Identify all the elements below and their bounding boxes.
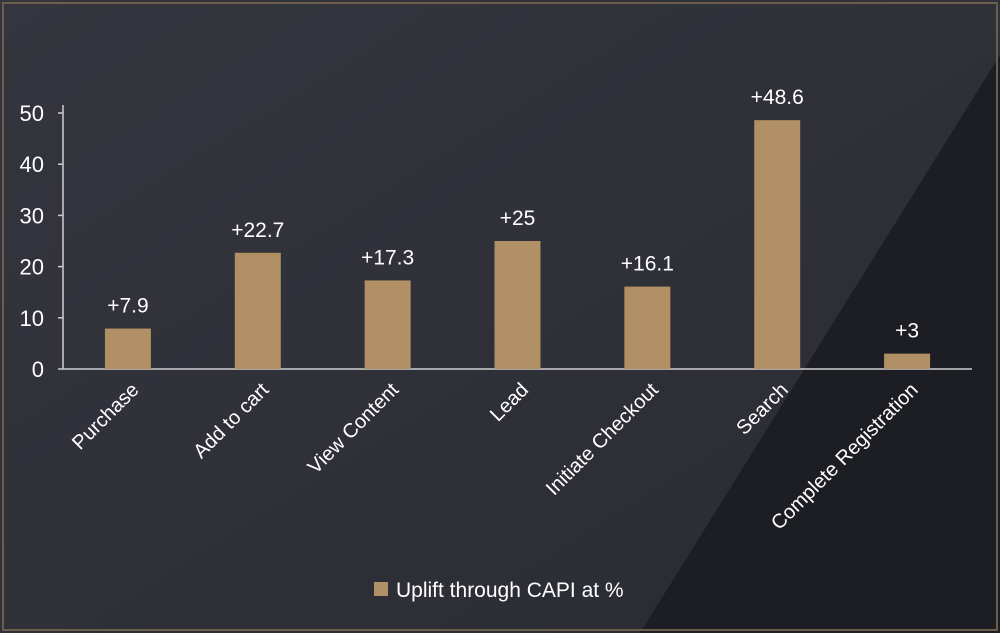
data-label: +17.3 [361,246,414,269]
y-tick-label: 20 [20,255,44,280]
bar-search [754,120,801,369]
legend-label: Uplift through CAPI at % [396,579,624,602]
legend-swatch [374,582,388,596]
data-labels-group: +7.9 +22.7 +17.3 +25 +16.1 +48.6 +3 [107,86,919,342]
bar-add-to-cart [234,252,281,369]
data-label: +25 [500,207,536,230]
bar-lead [494,241,541,369]
y-tick-label: 30 [20,203,44,228]
data-label: +48.6 [751,86,804,109]
bar-complete-registration [884,353,931,369]
y-tick-label: 0 [32,357,44,382]
legend: Uplift through CAPI at % [374,579,624,602]
bar-view-content [364,280,411,369]
bars-group [104,120,931,369]
y-tick-label: 50 [20,101,44,126]
bar-initiate-checkout [624,286,671,369]
data-label: +22.7 [231,219,284,242]
y-axis-ticks: 0 10 20 30 40 50 [20,101,63,382]
y-tick-label: 40 [20,152,44,177]
data-label: +7.9 [107,295,148,318]
y-tick-label: 10 [20,306,44,331]
background-dark-wedge [640,55,1000,633]
bar-purchase [104,328,151,369]
data-label: +16.1 [621,253,674,276]
data-label: +3 [895,320,919,343]
